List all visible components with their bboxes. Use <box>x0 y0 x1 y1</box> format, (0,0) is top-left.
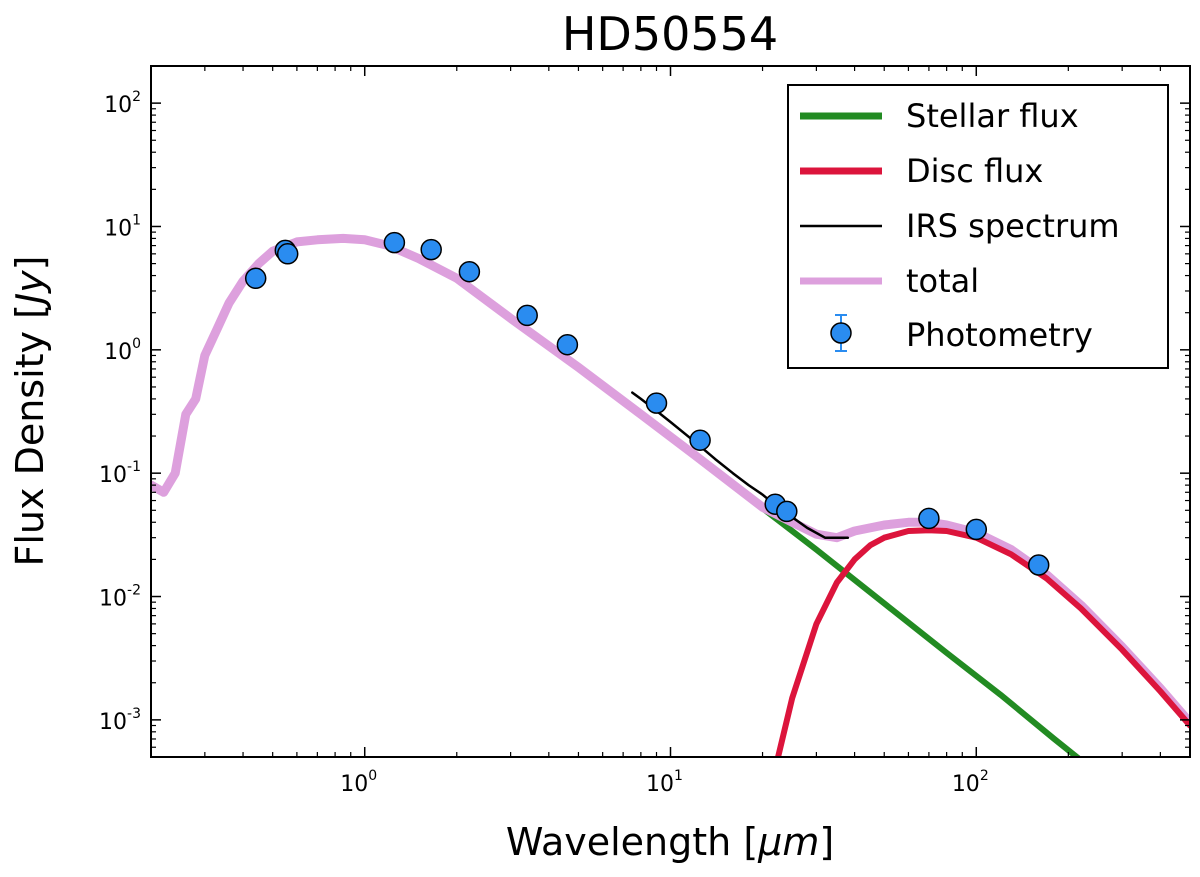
y-tick-label: 10-3 <box>99 706 141 735</box>
legend-label-total: total <box>906 262 979 300</box>
series-line-disc-flux <box>774 527 1190 757</box>
photometry-point <box>458 260 481 283</box>
legend: Stellar flux Disc flux IRS spectrum tota… <box>787 84 1169 369</box>
x-tick-label: 102 <box>952 768 989 797</box>
legend-label-disc: Disc flux <box>906 152 1043 190</box>
photometry-point <box>516 304 538 327</box>
y-axis-label: Flux Density [Jy] <box>8 256 52 567</box>
legend-label-photometry: Photometry <box>906 316 1093 354</box>
series-line-irs-spectrum <box>631 391 850 539</box>
x-axis-label: Wavelength [μm] <box>506 820 834 864</box>
photometry-point <box>965 518 988 541</box>
photometry-point <box>420 238 442 261</box>
photometry-point <box>918 507 940 530</box>
photometry-point <box>276 243 299 265</box>
photometry-point <box>1027 554 1050 576</box>
legend-label-irs: IRS spectrum <box>906 207 1120 245</box>
y-tick-label: 101 <box>104 212 141 241</box>
y-tick-label: 102 <box>104 89 141 118</box>
x-tick-label: 100 <box>340 768 377 797</box>
photometry-point <box>556 333 579 356</box>
chart-title: HD50554 <box>562 7 778 61</box>
axis-ticks: 100 101 102 10-3 10-2 10-1 100 101 102 <box>99 66 1190 797</box>
legend-swatch-photometry <box>830 314 852 352</box>
photometry-point <box>244 267 267 290</box>
photometry-point <box>645 392 668 414</box>
photometry-point <box>689 429 711 451</box>
y-tick-label: 10-2 <box>99 583 141 612</box>
photometry-points <box>244 231 1050 576</box>
legend-label-stellar: Stellar flux <box>906 97 1079 135</box>
y-tick-label: 10-1 <box>99 459 141 488</box>
photometry-point <box>776 500 798 523</box>
x-tick-label: 101 <box>646 768 683 797</box>
photometry-point <box>383 231 406 254</box>
y-tick-label: 100 <box>104 336 141 365</box>
